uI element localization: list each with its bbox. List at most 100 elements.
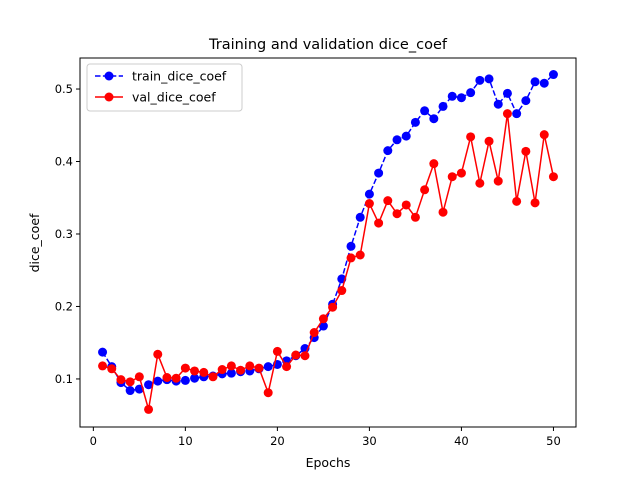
data-point-val_dice_coef xyxy=(236,365,246,375)
y-tick-label: 0.2 xyxy=(55,299,73,313)
data-point-val_dice_coef xyxy=(429,159,439,169)
x-tick-label: 20 xyxy=(270,434,285,448)
data-point-val_dice_coef xyxy=(456,168,466,178)
y-tick-label: 0.3 xyxy=(55,227,73,241)
data-point-val_dice_coef xyxy=(318,314,328,324)
data-point-train_dice_coef xyxy=(502,88,512,98)
data-point-val_dice_coef xyxy=(134,372,144,382)
plot-frame xyxy=(79,57,577,428)
y-tick-label: 0.1 xyxy=(55,372,73,386)
data-point-val_dice_coef xyxy=(420,185,430,195)
data-point-val_dice_coef xyxy=(401,200,411,210)
data-point-val_dice_coef xyxy=(98,361,108,371)
chart-title: Training and validation dice_coef xyxy=(208,37,448,53)
data-point-train_dice_coef xyxy=(392,135,402,145)
axis-ticks: 0 10 20 30 40 50 0.1 0.2 0.3 0.4 0.5 xyxy=(55,82,561,448)
data-point-val_dice_coef xyxy=(364,199,374,209)
data-point-val_dice_coef xyxy=(144,404,154,414)
data-point-val_dice_coef xyxy=(337,286,347,296)
data-point-val_dice_coef xyxy=(282,362,292,372)
data-point-train_dice_coef xyxy=(401,131,411,141)
data-point-train_dice_coef xyxy=(144,380,154,390)
data-point-train_dice_coef xyxy=(493,99,503,109)
data-point-val_dice_coef xyxy=(291,350,301,360)
data-point-val_dice_coef xyxy=(530,198,540,208)
plot-series xyxy=(98,70,558,414)
legend: train_dice_coef val_dice_coef xyxy=(86,63,243,112)
data-point-val_dice_coef xyxy=(475,178,485,188)
x-tick-label: 10 xyxy=(178,434,193,448)
data-point-val_dice_coef xyxy=(116,375,126,385)
legend-val-marker xyxy=(104,92,114,102)
y-tick-label: 0.4 xyxy=(55,155,73,169)
data-point-train_dice_coef xyxy=(318,321,328,331)
data-point-train_dice_coef xyxy=(447,91,457,101)
x-tick-label: 50 xyxy=(546,434,561,448)
data-point-val_dice_coef xyxy=(521,146,531,156)
data-point-val_dice_coef xyxy=(125,377,135,387)
legend-train-marker xyxy=(104,71,114,81)
data-point-val_dice_coef xyxy=(226,361,236,371)
data-point-train_dice_coef xyxy=(466,88,476,98)
x-tick-label: 30 xyxy=(362,434,377,448)
data-point-val_dice_coef xyxy=(153,349,163,359)
data-point-val_dice_coef xyxy=(328,302,338,312)
data-point-train_dice_coef xyxy=(98,347,108,357)
data-point-val_dice_coef xyxy=(171,373,181,383)
data-point-train_dice_coef xyxy=(226,368,236,378)
data-point-val_dice_coef xyxy=(438,207,448,217)
data-point-val_dice_coef xyxy=(272,346,282,356)
data-point-val_dice_coef xyxy=(208,372,218,382)
data-point-val_dice_coef xyxy=(493,176,503,186)
data-point-val_dice_coef xyxy=(374,218,384,228)
data-point-val_dice_coef xyxy=(199,367,209,377)
data-point-val_dice_coef xyxy=(355,250,365,260)
data-point-train_dice_coef xyxy=(512,109,522,119)
data-point-val_dice_coef xyxy=(512,196,522,206)
data-point-train_dice_coef xyxy=(355,212,365,222)
series-val_dice_coef xyxy=(98,109,558,414)
data-point-train_dice_coef xyxy=(410,117,420,127)
data-point-train_dice_coef xyxy=(420,106,430,116)
data-point-train_dice_coef xyxy=(539,78,549,88)
data-point-val_dice_coef xyxy=(447,172,457,182)
data-point-val_dice_coef xyxy=(539,130,549,140)
data-point-train_dice_coef xyxy=(429,114,439,124)
data-point-train_dice_coef xyxy=(263,362,273,372)
legend-train-label: train_dice_coef xyxy=(132,69,227,84)
data-point-val_dice_coef xyxy=(300,351,310,361)
data-point-val_dice_coef xyxy=(466,132,476,142)
data-point-val_dice_coef xyxy=(162,373,172,382)
data-point-train_dice_coef xyxy=(190,373,200,383)
data-point-val_dice_coef xyxy=(254,363,264,373)
data-point-val_dice_coef xyxy=(190,366,200,376)
data-point-val_dice_coef xyxy=(484,136,494,146)
x-tick-label: 40 xyxy=(454,434,469,448)
data-point-val_dice_coef xyxy=(245,361,255,371)
data-point-train_dice_coef xyxy=(125,386,135,396)
data-point-train_dice_coef xyxy=(180,375,190,385)
data-point-val_dice_coef xyxy=(383,196,393,206)
data-point-train_dice_coef xyxy=(530,77,540,87)
data-point-train_dice_coef xyxy=(346,241,356,251)
data-point-val_dice_coef xyxy=(346,253,356,263)
data-point-train_dice_coef xyxy=(456,93,466,103)
data-point-val_dice_coef xyxy=(309,328,319,338)
data-point-train_dice_coef xyxy=(521,96,531,106)
data-point-val_dice_coef xyxy=(107,364,117,374)
data-point-train_dice_coef xyxy=(374,168,384,178)
data-point-val_dice_coef xyxy=(392,209,402,219)
x-axis-label: Epochs xyxy=(306,455,351,470)
data-point-train_dice_coef xyxy=(153,376,163,386)
data-point-val_dice_coef xyxy=(410,212,420,222)
data-point-train_dice_coef xyxy=(484,74,494,84)
data-point-train_dice_coef xyxy=(475,75,485,85)
data-point-val_dice_coef xyxy=(548,172,558,182)
y-tick-label: 0.5 xyxy=(55,82,73,96)
data-point-train_dice_coef xyxy=(383,146,393,156)
data-point-val_dice_coef xyxy=(217,365,227,375)
data-point-val_dice_coef xyxy=(502,109,512,119)
x-tick-label: 0 xyxy=(90,434,97,448)
legend-box xyxy=(86,63,243,112)
